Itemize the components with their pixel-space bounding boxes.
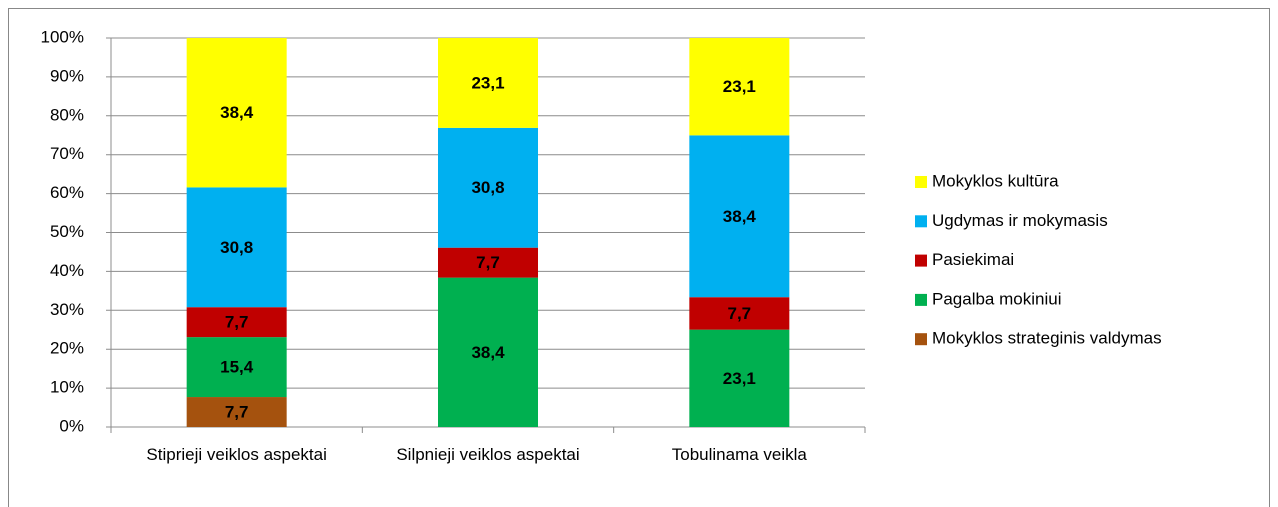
data-label: 7,7: [225, 403, 249, 422]
data-label: 7,7: [728, 304, 752, 323]
data-label: 23,1: [723, 77, 756, 96]
legend-swatch: [915, 215, 927, 228]
legend-label: Mokyklos kultūra: [932, 171, 1059, 190]
x-tick-label: Silpnieji veiklos aspektai: [396, 445, 580, 464]
x-tick-label: Tobulinama veikla: [671, 445, 807, 464]
y-tick-label: 50%: [50, 222, 84, 241]
y-tick-label: 80%: [50, 105, 84, 124]
bar-segment: [438, 277, 538, 427]
bar-segment: [186, 187, 287, 308]
legend-swatch: [915, 176, 927, 188]
chart-frame: [8, 8, 1270, 507]
y-tick-label: 40%: [50, 261, 84, 280]
bar-segment: [186, 337, 287, 398]
y-tick-label: 70%: [50, 144, 84, 163]
legend-swatch: [915, 333, 927, 346]
bar-segment: [438, 38, 538, 128]
bar-segment: [689, 329, 790, 427]
data-label: 7,7: [225, 313, 249, 332]
y-tick-label: 90%: [50, 66, 84, 85]
legend-swatch: [915, 254, 927, 267]
y-tick-label: 10%: [50, 378, 84, 397]
data-label: 38,4: [723, 207, 757, 226]
y-tick-label: 100%: [41, 27, 84, 46]
data-label: 30,8: [471, 178, 504, 197]
data-label: 23,1: [471, 73, 504, 92]
legend-label: Pasiekimai: [932, 250, 1014, 269]
bar-segment: [689, 135, 790, 298]
y-tick-label: 20%: [50, 339, 84, 358]
y-tick-label: 30%: [50, 300, 84, 319]
bar-segment: [438, 247, 538, 278]
bar-segment: [186, 397, 287, 427]
bar-segment: [689, 38, 790, 136]
bar-segment: [186, 38, 287, 188]
y-tick-label: 0%: [59, 416, 84, 435]
data-label: 7,7: [476, 253, 500, 272]
data-label: 38,4: [220, 103, 254, 122]
data-label: 38,4: [471, 343, 505, 362]
data-label: 23,1: [723, 369, 756, 388]
data-label: 30,8: [220, 238, 253, 257]
legend-label: Pagalba mokiniui: [932, 289, 1061, 308]
bar-segment: [689, 297, 790, 330]
x-tick-label: Stiprieji veiklos aspektai: [146, 445, 327, 464]
y-tick-label: 60%: [50, 183, 84, 202]
legend-label: Ugdymas ir mokymasis: [932, 211, 1108, 230]
data-label: 15,4: [220, 358, 254, 377]
legend-label: Mokyklos strateginis valdymas: [932, 329, 1162, 348]
legend-swatch: [915, 293, 927, 306]
bar-segment: [186, 307, 287, 338]
bar-segment: [438, 127, 538, 248]
